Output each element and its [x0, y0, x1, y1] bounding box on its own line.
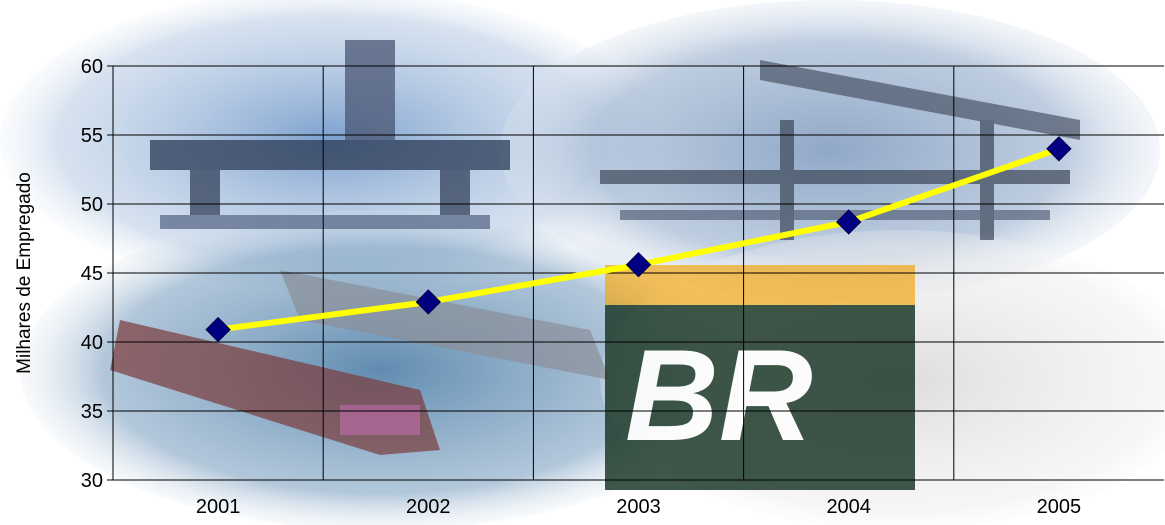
x-tick-label: 2001	[196, 496, 241, 518]
data-point-marker	[835, 209, 862, 235]
oil-platform-silhouette	[150, 40, 510, 229]
data-point-marker	[415, 289, 442, 315]
y-tick-label: 35	[81, 401, 103, 423]
y-tick-label: 60	[81, 56, 103, 78]
x-tick-label: 2004	[826, 496, 871, 518]
y-tick-label: 55	[81, 125, 103, 147]
background-top-right	[500, 0, 1160, 300]
y-tick-label: 40	[81, 332, 103, 354]
y-tick-label: 30	[81, 470, 103, 492]
x-tick-label: 2002	[406, 496, 451, 518]
ship-silhouette	[110, 270, 610, 455]
x-tick-label: 2003	[616, 496, 661, 518]
y-tick-label: 45	[81, 263, 103, 285]
data-point-marker	[625, 252, 652, 278]
series-layer	[205, 136, 1072, 343]
data-point-marker	[1046, 136, 1072, 162]
x-axis-ticks: 2001 2002 2003 2004 2005	[196, 496, 1081, 518]
x-tick-label: 2005	[1037, 496, 1082, 518]
y-axis-label: Milhares de Empregado	[14, 172, 35, 374]
y-axis-ticks: 30 35 40 45 50 55 60	[81, 56, 113, 492]
background-sea-bottom-left	[20, 210, 740, 525]
data-point-marker	[205, 316, 231, 343]
br-logo-sign: BR	[605, 265, 915, 490]
y-tick-label: 50	[81, 194, 103, 216]
refinery-silhouette	[600, 60, 1080, 240]
svg-text:BR: BR	[625, 322, 813, 468]
